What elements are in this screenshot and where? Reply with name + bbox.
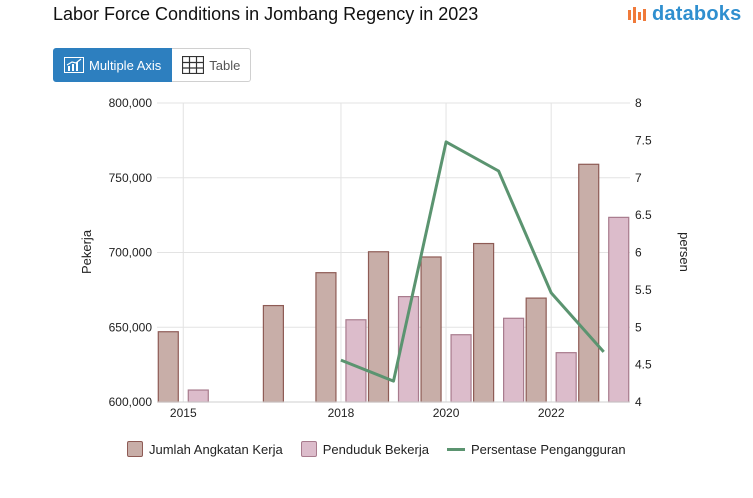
bar-penduduk-bekerja-2015[interactable] <box>187 389 209 403</box>
table-button[interactable]: Table <box>172 48 252 82</box>
multiple-axis-label: Multiple Axis <box>89 57 162 73</box>
legend-label-bar2: Penduduk Bekerja <box>322 441 429 457</box>
bar-jumlah-angkatan-kerja-2017[interactable] <box>262 304 284 403</box>
multiple-axis-button[interactable]: Multiple Axis <box>53 48 173 82</box>
y-axis-right-label: persen <box>677 232 692 272</box>
legend-label-bar1: Jumlah Angkatan Kerja <box>149 441 283 457</box>
table-label: Table <box>209 57 241 73</box>
legend: Jumlah Angkatan Kerja Penduduk Bekerja P… <box>127 441 644 457</box>
bar-jumlah-angkatan-kerja-2020[interactable] <box>420 256 442 403</box>
databoks-logo-icon <box>628 6 646 23</box>
line-persentase-pengangguran[interactable] <box>340 140 605 383</box>
bar-penduduk-bekerja-2023[interactable] <box>608 216 630 403</box>
legend-item-jumlah-angkatan-kerja[interactable]: Jumlah Angkatan Kerja <box>127 441 283 457</box>
legend-item-penduduk-bekerja[interactable]: Penduduk Bekerja <box>300 441 429 457</box>
bar-penduduk-bekerja-2020[interactable] <box>450 334 472 403</box>
legend-swatch-bar1 <box>127 441 143 457</box>
legend-swatch-line <box>446 447 465 451</box>
bar-jumlah-angkatan-kerja-2015[interactable] <box>157 331 179 403</box>
y-left-tick-label: 700,000 <box>109 246 153 260</box>
bar-penduduk-bekerja-2018[interactable] <box>345 319 367 403</box>
axes-layer: 600,000 650,000 700,000 750,000 800,000 4 4.5 5… <box>109 96 652 420</box>
bar-jumlah-angkatan-kerja-2023[interactable] <box>578 163 600 403</box>
x-tick-label: 2018 <box>328 406 355 420</box>
view-toggle: Multiple Axis Table <box>53 48 252 82</box>
chart-icon <box>64 57 84 73</box>
y-right-tick-label: 5 <box>635 320 642 334</box>
y-right-tick-label: 7 <box>635 171 642 185</box>
y-axis-left-label: Pekerja <box>79 229 94 274</box>
bar-penduduk-bekerja-2021[interactable] <box>503 317 525 403</box>
y-right-tick-label: 8 <box>635 96 642 110</box>
databoks-logo: databoks <box>627 3 741 26</box>
y-right-tick-label: 5.5 <box>635 283 652 297</box>
y-right-tick-label: 6 <box>635 246 642 260</box>
y-right-tick-label: 6.5 <box>635 208 652 222</box>
x-tick-label: 2022 <box>538 406 565 420</box>
bar-jumlah-angkatan-kerja-2022[interactable] <box>525 297 547 403</box>
bar-jumlah-angkatan-kerja-2021[interactable] <box>473 242 495 403</box>
y-right-tick-label: 7.5 <box>635 133 652 147</box>
bar-jumlah-angkatan-kerja-2018[interactable] <box>315 272 337 403</box>
y-right-tick-label: 4.5 <box>635 358 652 372</box>
grid-lines <box>157 102 630 403</box>
legend-label-line: Persentase Pengangguran <box>470 441 626 457</box>
y-left-tick-label: 800,000 <box>109 96 153 110</box>
y-left-tick-label: 600,000 <box>109 395 153 409</box>
legend-item-persentase-pengangguran[interactable]: Persentase Pengangguran <box>446 441 626 457</box>
table-icon <box>182 56 205 74</box>
y-left-tick-label: 650,000 <box>109 320 153 334</box>
bar-penduduk-bekerja-2022[interactable] <box>555 352 577 403</box>
logo-text: databoks <box>652 3 742 25</box>
line-layer <box>340 140 605 383</box>
chart-title: Labor Force Conditions in Jombang Regenc… <box>53 4 479 24</box>
y-right-tick-label: 4 <box>635 395 642 409</box>
y-left-tick-label: 750,000 <box>109 171 153 185</box>
legend-swatch-bar2 <box>300 441 317 457</box>
chart-svg: 600,000 650,000 700,000 750,000 800,000 4 4.5 5… <box>79 96 692 420</box>
x-tick-label: 2015 <box>170 406 197 420</box>
bars-layer <box>157 163 630 403</box>
x-tick-label: 2020 <box>433 406 460 420</box>
